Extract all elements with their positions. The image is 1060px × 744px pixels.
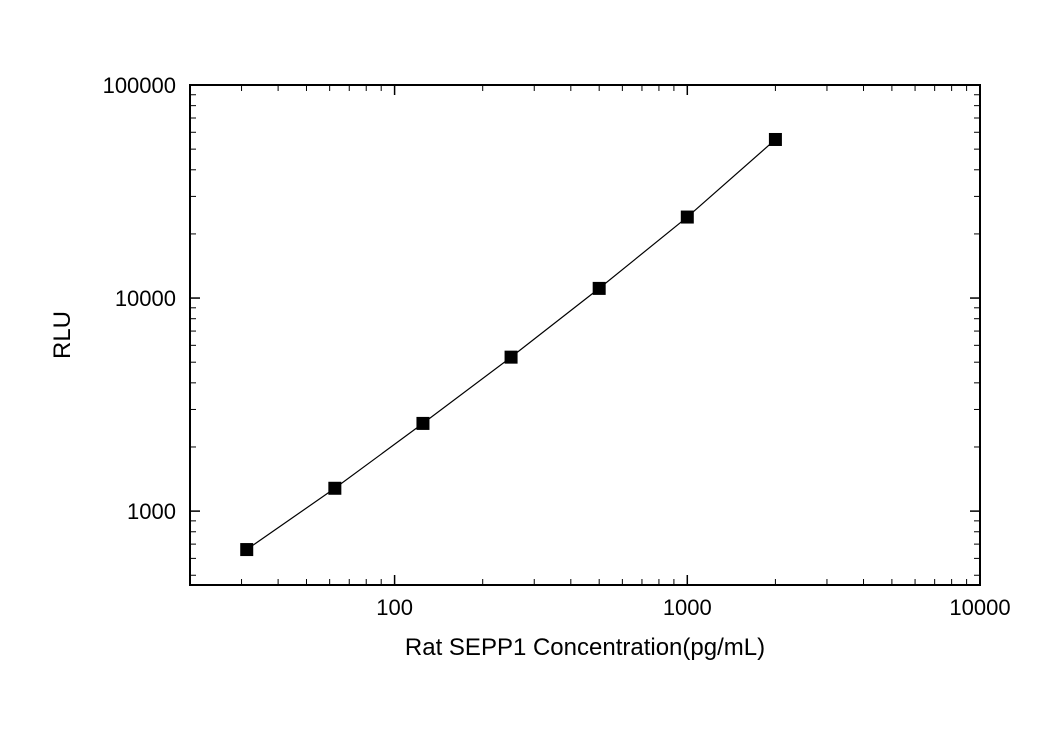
x-tick-label: 100 (376, 595, 413, 620)
chart-bg (0, 0, 1060, 744)
y-tick-label: 1000 (127, 499, 176, 524)
data-marker (593, 282, 605, 294)
x-tick-label: 10000 (949, 595, 1010, 620)
x-axis-label: Rat SEPP1 Concentration(pg/mL) (405, 634, 765, 661)
data-marker (241, 544, 253, 556)
data-marker (417, 417, 429, 429)
x-tick-label: 1000 (663, 595, 712, 620)
chart-svg: 100 1000 10000 1000 10000 100000 Rat SEPP1 Con… (0, 0, 1060, 744)
y-tick-label: 10000 (115, 286, 176, 311)
y-tick-label: 100000 (103, 73, 176, 98)
data-marker (769, 133, 781, 145)
chart-container: 100 1000 10000 1000 10000 100000 Rat SEPP1 Con… (0, 0, 1060, 744)
data-marker (681, 211, 693, 223)
y-axis-label: RLU (49, 311, 76, 359)
data-marker (505, 351, 517, 363)
data-marker (329, 482, 341, 494)
